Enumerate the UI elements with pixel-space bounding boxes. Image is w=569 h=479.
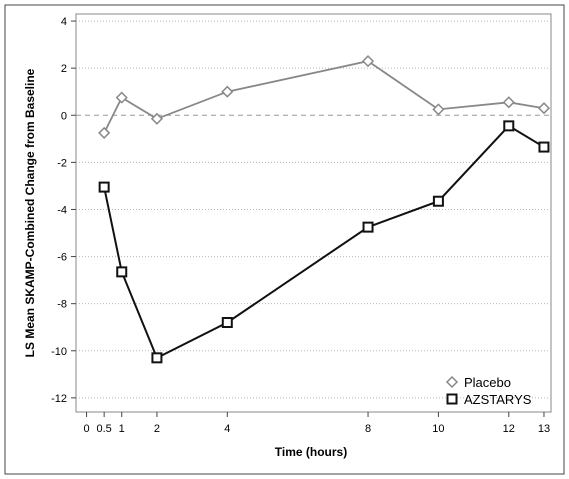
x-tick-label: 0.5 <box>96 423 111 435</box>
data-point-placebo <box>361 55 375 68</box>
y-tick-label: 2 <box>61 63 67 75</box>
x-tick-label: 1 <box>119 423 125 435</box>
legend-label-placebo: Placebo <box>464 375 511 390</box>
data-point-placebo <box>502 96 515 109</box>
legend: Placebo AZSTARYS <box>445 375 532 407</box>
data-point-placebo <box>150 112 163 125</box>
y-tick-label: -8 <box>57 299 67 311</box>
data-point-azstarys <box>538 141 550 153</box>
axes: 420-2-4-6-8-10-120 0.5 1 2 4 8 10 12 13 <box>51 16 550 435</box>
series-layer <box>98 55 551 364</box>
data-point-placebo <box>115 91 128 104</box>
x-tick-label: 10 <box>432 423 444 435</box>
data-point-azstarys <box>221 317 233 329</box>
data-point-placebo <box>432 103 445 116</box>
data-point-placebo <box>221 85 234 98</box>
data-point-azstarys <box>116 266 128 278</box>
y-tick-label: -12 <box>51 393 67 405</box>
data-point-placebo <box>98 126 111 139</box>
plot-frame <box>4 4 565 475</box>
legend-marker-azstarys <box>446 393 458 405</box>
y-tick-label: -10 <box>51 346 67 358</box>
y-tick-label: -4 <box>57 204 67 216</box>
x-tick-label: 8 <box>365 423 371 435</box>
grid-lines <box>76 20 551 399</box>
series-line-azstarys <box>103 124 545 360</box>
x-tick-label: 13 <box>538 423 550 435</box>
y-tick-label: -6 <box>57 252 67 264</box>
y-tick-label: 0 <box>61 110 67 122</box>
series-line-placebo <box>103 60 545 134</box>
plot-area-border <box>75 13 552 413</box>
x-tick-label: 12 <box>503 423 515 435</box>
y-tick-label: 4 <box>61 16 67 28</box>
data-point-azstarys <box>98 181 110 193</box>
data-point-azstarys <box>362 221 374 233</box>
series-azstarys <box>98 120 550 364</box>
data-point-placebo <box>537 102 551 115</box>
x-axis-title: Time (hours) <box>275 445 347 459</box>
data-point-azstarys <box>503 120 515 132</box>
x-tick-label: 4 <box>224 423 230 435</box>
data-point-azstarys <box>151 352 163 364</box>
x-tick-label: 2 <box>154 423 160 435</box>
data-point-azstarys <box>432 195 444 207</box>
x-tick-label: 0 <box>83 423 89 435</box>
y-axis-title: LS Mean SKAMP-Combined Change from Basel… <box>23 68 37 357</box>
legend-marker-placebo <box>445 375 459 389</box>
y-tick-label: -2 <box>57 157 67 169</box>
legend-label-azstarys: AZSTARYS <box>464 392 532 407</box>
series-placebo <box>98 55 551 139</box>
